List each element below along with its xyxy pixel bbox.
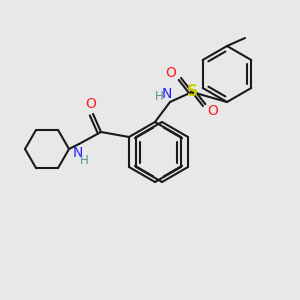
Text: O: O — [85, 97, 97, 111]
Text: H: H — [80, 154, 88, 166]
Text: O: O — [208, 104, 218, 118]
Text: O: O — [166, 66, 176, 80]
Text: H: H — [154, 91, 164, 103]
Text: S: S — [187, 85, 197, 100]
Text: N: N — [162, 87, 172, 101]
Text: N: N — [73, 146, 83, 160]
